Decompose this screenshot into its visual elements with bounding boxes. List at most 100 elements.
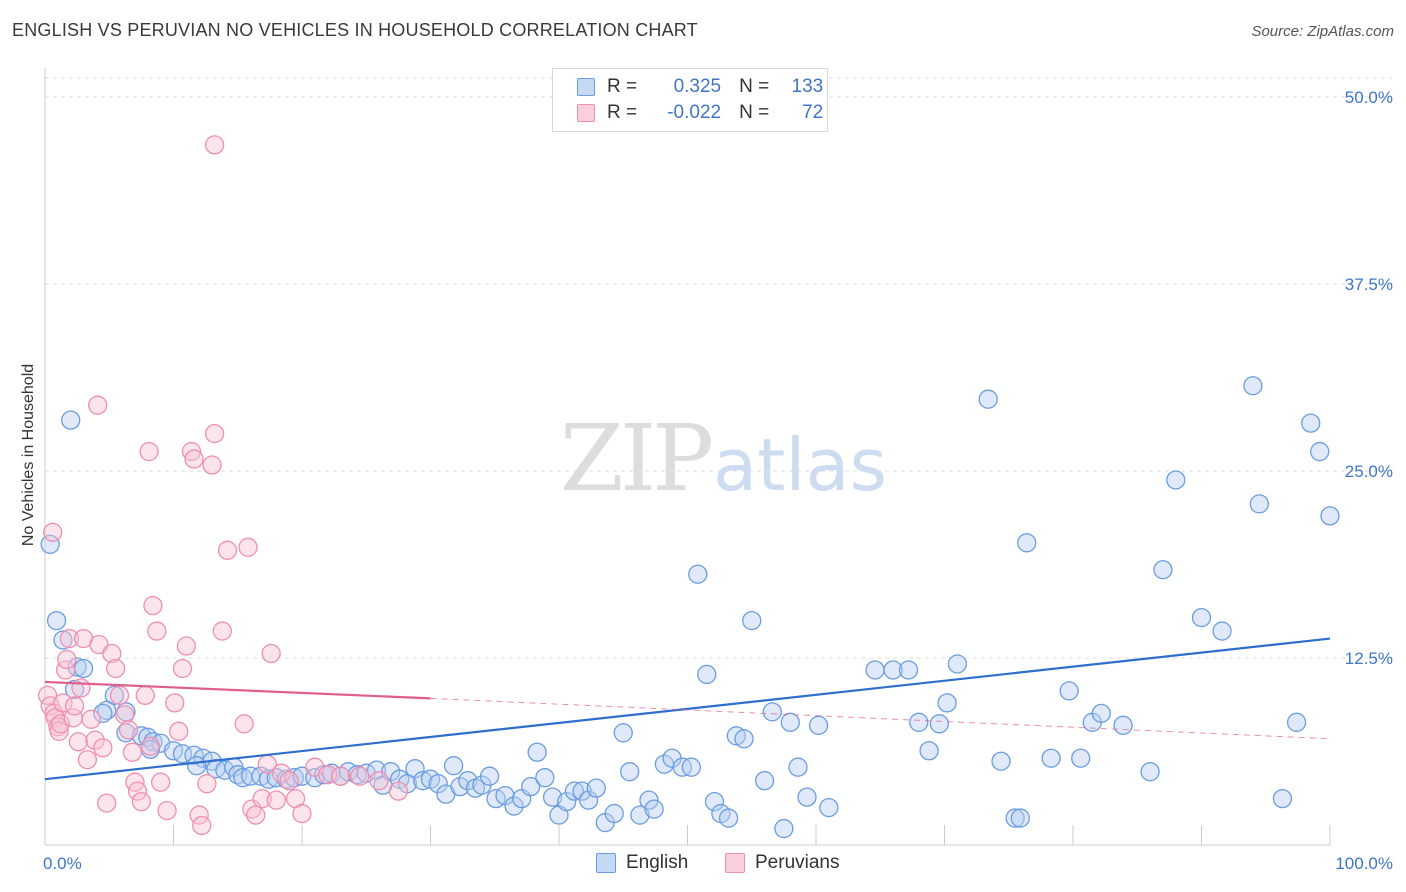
legend-n-value: 72 xyxy=(802,102,824,123)
data-point-english xyxy=(718,808,739,828)
y-tick-label: 50.0% xyxy=(1345,88,1393,107)
legend-item-english[interactable]: English xyxy=(596,852,688,874)
data-point-english xyxy=(527,742,547,762)
grid-lines xyxy=(45,77,1392,659)
legend-item-peruvians[interactable]: Peruvians xyxy=(725,852,840,874)
data-point-english xyxy=(762,702,782,722)
data-point-english xyxy=(978,389,998,409)
data-point-peruvians xyxy=(59,628,80,649)
legend-n-label: N = xyxy=(739,76,770,97)
tick-labels: 12.5% 25.0% 37.5% 50.0% 0.0% 100.0% xyxy=(43,88,1393,873)
data-point-english xyxy=(808,715,829,735)
legend-label-peruvians: Peruvians xyxy=(755,852,840,873)
data-point-english xyxy=(1191,607,1212,628)
data-point-english xyxy=(1166,470,1186,490)
data-point-english xyxy=(557,791,577,812)
data-point-peruvians xyxy=(184,449,204,469)
data-point-peruvians xyxy=(246,805,266,825)
data-point-english xyxy=(73,658,94,679)
data-point-peruvians xyxy=(102,643,122,664)
data-point-english xyxy=(1091,703,1111,724)
trend-line-peruvians xyxy=(44,680,431,700)
legend-n-value: 133 xyxy=(791,76,824,97)
trend-lines xyxy=(44,637,1331,781)
legend-row-english: R = 0.325 N = 133 xyxy=(577,75,823,99)
data-point-english xyxy=(883,660,903,680)
data-point-peruvians xyxy=(43,522,63,542)
series-peruvians-points xyxy=(37,135,409,836)
legend-label-english: English xyxy=(626,852,689,873)
data-point-english xyxy=(61,410,81,430)
data-point-english xyxy=(1301,413,1321,433)
data-point-english xyxy=(644,799,664,819)
data-point-english xyxy=(1320,506,1340,526)
data-point-english xyxy=(186,756,207,776)
data-point-english xyxy=(521,777,541,797)
data-point-peruvians xyxy=(279,771,299,791)
data-point-english xyxy=(413,771,433,791)
legend-swatch-english xyxy=(596,853,616,873)
data-point-english xyxy=(688,564,708,584)
data-point-english xyxy=(1140,762,1160,782)
data-point-peruvians xyxy=(88,395,108,415)
series-legend: English Peruvians xyxy=(0,852,1406,878)
x-tick-label: 100.0% xyxy=(1335,854,1393,873)
legend-r-value: -0.022 xyxy=(667,102,722,123)
data-point-english xyxy=(620,762,640,782)
data-point-peruvians xyxy=(77,750,98,770)
data-point-peruvians xyxy=(176,636,197,656)
data-point-peruvians xyxy=(97,793,117,813)
data-point-english xyxy=(604,803,624,824)
data-point-english xyxy=(865,660,885,680)
data-point-peruvians xyxy=(238,537,258,557)
data-point-peruvians xyxy=(197,774,217,794)
data-point-english xyxy=(428,774,448,794)
data-point-peruvians xyxy=(127,781,148,801)
data-point-peruvians xyxy=(53,693,73,713)
data-point-english xyxy=(704,791,725,812)
data-point-peruvians xyxy=(147,621,167,641)
data-point-english xyxy=(64,679,85,700)
data-point-english xyxy=(443,756,464,776)
data-point-peruvians xyxy=(85,730,105,750)
data-point-english xyxy=(734,729,754,749)
x-tick-label: 0.0% xyxy=(43,854,82,873)
data-point-english xyxy=(46,610,67,631)
data-point-peruvians xyxy=(292,803,312,824)
data-point-english xyxy=(1249,494,1269,514)
data-point-english xyxy=(929,714,950,734)
watermark-atlas: atlas xyxy=(713,423,887,507)
data-point-peruvians xyxy=(71,678,91,698)
data-point-peruvians xyxy=(57,649,77,670)
data-point-english xyxy=(697,664,717,685)
chart-title: ENGLISH VS PERUVIAN NO VEHICLES IN HOUSE… xyxy=(12,20,698,40)
data-point-english xyxy=(104,685,125,706)
data-point-peruvians xyxy=(172,658,193,679)
data-point-peruvians xyxy=(115,705,135,725)
data-point-english xyxy=(774,818,794,839)
data-point-english xyxy=(1310,441,1330,462)
data-point-english xyxy=(613,723,633,743)
data-point-peruvians xyxy=(388,781,409,801)
data-point-english xyxy=(1005,808,1025,828)
data-point-english xyxy=(1071,748,1091,768)
legend-r-label: R = xyxy=(607,102,638,123)
data-point-english xyxy=(67,657,87,677)
data-point-peruvians xyxy=(157,800,177,821)
data-point-peruvians xyxy=(181,441,202,462)
data-point-english xyxy=(479,766,500,786)
data-point-english xyxy=(919,741,939,761)
data-point-english xyxy=(1059,681,1079,701)
data-point-peruvians xyxy=(139,441,159,462)
data-point-english xyxy=(564,781,585,801)
data-point-peruvians xyxy=(261,643,281,664)
data-point-english xyxy=(726,726,746,746)
data-point-peruvians xyxy=(165,693,185,713)
data-point-english xyxy=(1041,748,1061,768)
data-point-peruvians xyxy=(217,540,238,560)
watermark: ZIP atlas xyxy=(560,405,887,512)
legend-swatch-peruvians xyxy=(725,853,745,873)
data-point-peruvians xyxy=(350,766,370,786)
data-point-english xyxy=(947,654,967,674)
data-point-english xyxy=(1010,808,1030,828)
